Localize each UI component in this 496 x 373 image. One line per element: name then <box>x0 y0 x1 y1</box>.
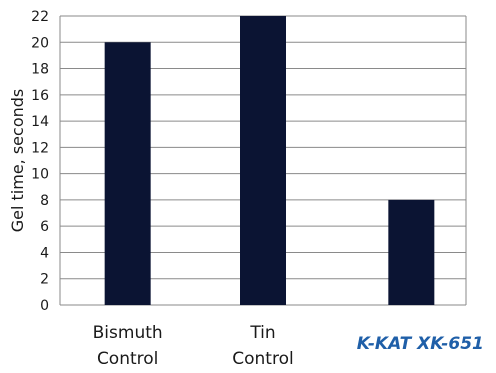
y-tick-label-8: 8 <box>40 193 49 209</box>
y-tick-label-4: 4 <box>40 245 49 261</box>
y-tick-label-2: 2 <box>40 272 49 288</box>
y-axis-label: Gel time, seconds <box>8 89 27 233</box>
x-tick-label-1: Tin Control <box>232 323 293 369</box>
y-tick-label-18: 18 <box>31 62 49 78</box>
bar-2 <box>388 199 435 305</box>
x-tick-labels: Bismuth Control Tin Control K-KAT XK-651 <box>93 323 484 369</box>
y-tick-label-0: 0 <box>40 298 49 314</box>
y-tick-label-14: 14 <box>31 114 49 130</box>
y-tick-label-6: 6 <box>40 219 49 235</box>
y-tick-label-22: 22 <box>31 9 49 25</box>
y-tick-labels: 0 2 4 6 8 10 12 14 16 18 20 22 <box>31 9 49 314</box>
y-tick-label-10: 10 <box>31 167 49 183</box>
bar-0 <box>104 42 151 305</box>
bars <box>104 16 435 305</box>
y-tick-label-16: 16 <box>31 88 49 104</box>
x-tick-label-2: K-KAT XK-651 <box>357 334 484 354</box>
y-tick-label-12: 12 <box>31 140 49 156</box>
x-tick-label-0: Bismuth Control <box>93 323 163 369</box>
y-tick-label-20: 20 <box>31 35 49 51</box>
bar-1 <box>240 16 286 305</box>
